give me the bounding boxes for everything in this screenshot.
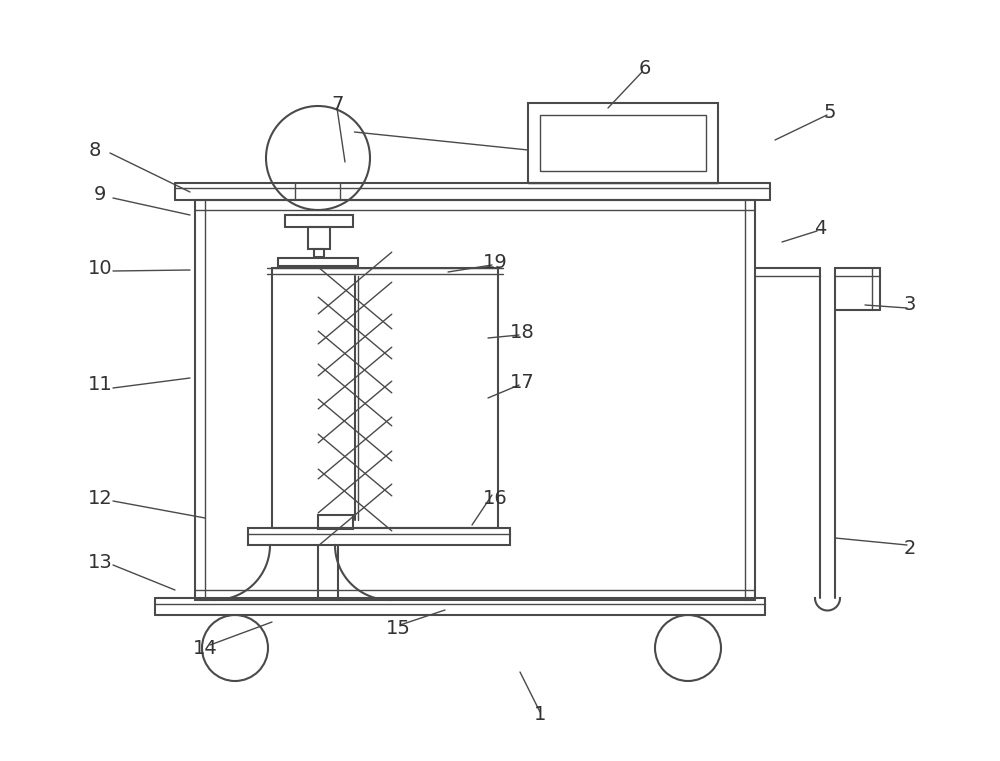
Text: 4: 4 bbox=[814, 218, 826, 237]
Text: 8: 8 bbox=[89, 141, 101, 160]
Bar bbox=[308, 227, 330, 249]
Text: 18: 18 bbox=[510, 323, 534, 342]
Text: 5: 5 bbox=[824, 103, 836, 122]
Text: 11: 11 bbox=[88, 375, 112, 394]
Text: 3: 3 bbox=[904, 295, 916, 314]
Bar bbox=[248, 528, 510, 545]
Text: 15: 15 bbox=[386, 619, 410, 638]
Bar bbox=[318, 515, 353, 529]
Text: 1: 1 bbox=[534, 705, 546, 724]
Text: 2: 2 bbox=[904, 539, 916, 558]
Bar bbox=[314, 249, 324, 257]
Bar bbox=[272, 268, 498, 528]
Text: 16: 16 bbox=[483, 489, 507, 508]
Bar bbox=[528, 103, 718, 183]
Text: 7: 7 bbox=[332, 95, 344, 114]
Bar bbox=[285, 215, 353, 227]
Text: 6: 6 bbox=[639, 59, 651, 78]
Text: 10: 10 bbox=[88, 259, 112, 278]
Text: 19: 19 bbox=[483, 253, 507, 272]
Text: 13: 13 bbox=[88, 552, 112, 572]
Text: 14: 14 bbox=[193, 638, 217, 658]
Text: 17: 17 bbox=[510, 372, 534, 391]
Bar bbox=[278, 258, 358, 266]
Text: 12: 12 bbox=[88, 489, 112, 508]
Text: 9: 9 bbox=[94, 186, 106, 205]
Bar bbox=[540, 115, 706, 171]
